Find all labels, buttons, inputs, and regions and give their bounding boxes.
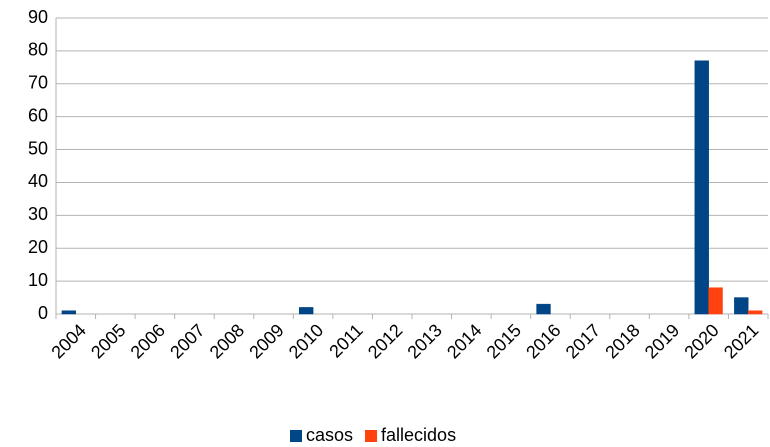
x-tick-label: 2016 xyxy=(522,320,564,362)
x-tick-label: 2005 xyxy=(87,320,129,362)
bar xyxy=(734,297,749,315)
y-tick-label: 60 xyxy=(28,105,48,125)
x-tick-label: 2021 xyxy=(720,320,762,362)
x-tick-label: 2009 xyxy=(245,320,287,362)
x-tick-label: 2006 xyxy=(127,320,169,362)
x-tick-label: 2007 xyxy=(166,320,208,362)
x-tick-label: 2018 xyxy=(601,320,643,362)
x-tick-label: 2008 xyxy=(206,320,248,362)
y-tick-label: 40 xyxy=(28,171,48,191)
x-tick-label: 2019 xyxy=(641,320,683,362)
x-tick-label: 2004 xyxy=(48,320,90,362)
legend-swatch xyxy=(290,430,302,442)
y-tick-label: 20 xyxy=(28,237,48,257)
legend: casos fallecidos xyxy=(290,425,456,445)
bar xyxy=(708,287,723,315)
y-tick-label: 50 xyxy=(28,138,48,158)
y-tick-label: 90 xyxy=(28,7,48,27)
x-tick-label: 2020 xyxy=(680,320,722,362)
y-tick-label: 0 xyxy=(38,303,48,323)
legend-swatch xyxy=(365,430,378,442)
y-tick-label: 80 xyxy=(28,40,48,60)
x-tick-label: 2015 xyxy=(483,320,525,362)
x-tick-label: 2011 xyxy=(325,320,367,362)
y-tick-label: 70 xyxy=(28,73,48,93)
bar xyxy=(299,307,314,315)
bar xyxy=(61,310,77,315)
legend-label: fallecidos xyxy=(381,425,456,445)
bar xyxy=(694,60,709,315)
x-tick-label: 2013 xyxy=(404,320,446,362)
x-tick-label: 2010 xyxy=(285,320,327,362)
x-tick-label: 2014 xyxy=(443,320,485,362)
y-tick-label: 10 xyxy=(28,270,48,290)
bar xyxy=(747,310,763,315)
x-tick-label: 2012 xyxy=(364,320,406,362)
x-tick-label: 2017 xyxy=(562,320,604,362)
legend-label: casos xyxy=(306,425,353,445)
y-tick-label: 30 xyxy=(28,204,48,224)
bar xyxy=(536,303,551,315)
